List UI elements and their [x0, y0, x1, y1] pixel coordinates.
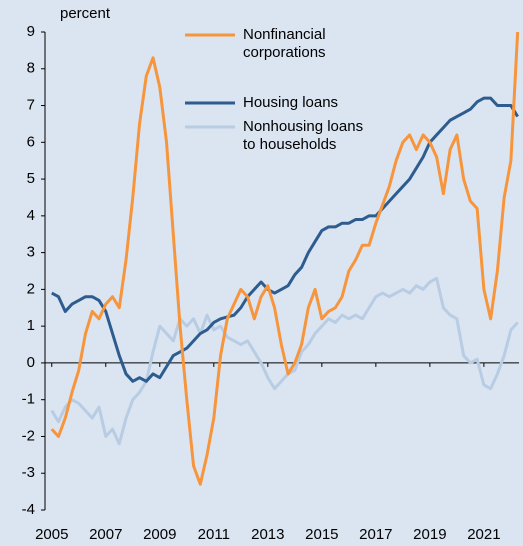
x-tick-label: 2011 [198, 526, 230, 543]
x-tick-label: 2015 [305, 526, 338, 543]
y-tick-label: 0 [27, 354, 35, 371]
x-tick-label: 2013 [251, 526, 284, 543]
y-tick-label: 5 [27, 170, 35, 187]
y-tick-label: -4 [22, 501, 35, 518]
legend-label: Housing loans [243, 94, 339, 111]
y-tick-label: 3 [27, 244, 35, 261]
y-tick-label: -2 [22, 427, 35, 444]
series-line [50, 276, 519, 446]
y-tick-label: -1 [22, 391, 35, 408]
series-line [50, 31, 520, 486]
series-line [51, 96, 519, 383]
y-tick-label: 6 [27, 133, 35, 150]
x-tick-label: 2009 [143, 526, 176, 543]
x-tick-label: 2007 [89, 526, 122, 543]
y-tick-label: 1 [27, 317, 35, 334]
x-tick-label: 2021 [467, 526, 500, 543]
legend-label: Nonhousing loans to households [243, 118, 364, 153]
x-tick-label: 2017 [359, 526, 392, 543]
y-tick-label: 2 [27, 280, 35, 297]
legend-label: Nonfinancial corporations [243, 26, 326, 61]
y-tick-label: -3 [22, 464, 35, 481]
y-tick-label: 4 [27, 207, 35, 224]
x-tick-label: 2005 [35, 526, 68, 543]
y-tick-label: 8 [27, 60, 35, 77]
y-tick-label: 9 [27, 23, 35, 40]
y-tick-label: 7 [27, 97, 35, 114]
x-tick-label: 2019 [413, 526, 446, 543]
y-axis-label: percent [60, 5, 111, 22]
